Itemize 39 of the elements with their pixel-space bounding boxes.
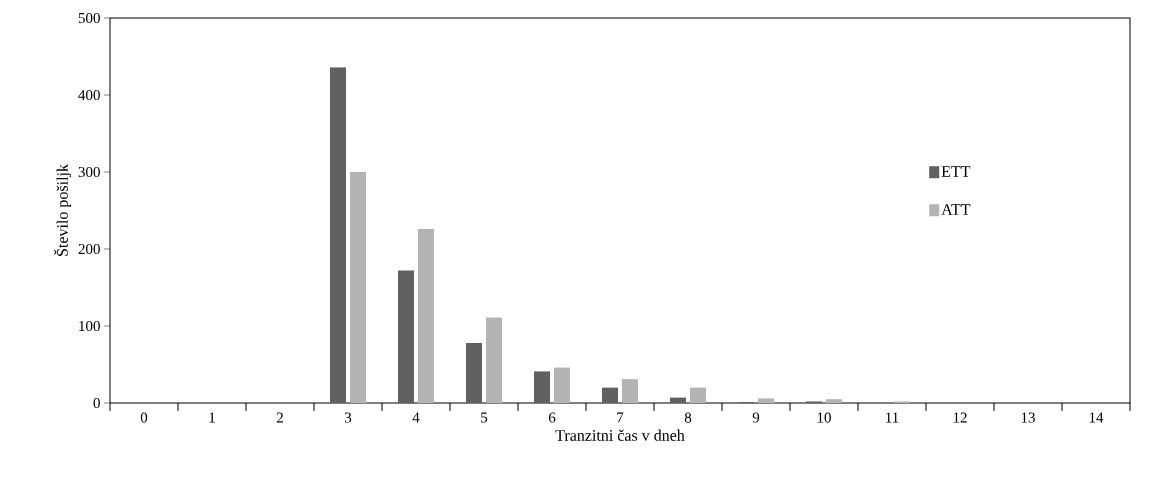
y-tick-label: 500 xyxy=(78,12,100,24)
y-tick-label: 200 xyxy=(78,243,100,255)
bar xyxy=(486,317,502,403)
x-tick-label: 3 xyxy=(344,412,352,423)
x-tick-label: 8 xyxy=(684,412,692,423)
y-tick-label: 400 xyxy=(78,89,100,101)
bar xyxy=(826,399,842,403)
x-tick-label: 11 xyxy=(886,412,899,423)
x-tick-label: 10 xyxy=(817,412,831,423)
bar xyxy=(350,172,367,403)
bar xyxy=(690,387,706,403)
x-tick-label: 4 xyxy=(412,412,420,423)
y-tick-label: 100 xyxy=(79,320,100,332)
y-tick-label: 0 xyxy=(93,397,100,409)
bar xyxy=(466,342,482,403)
x-tick-label: 0 xyxy=(140,412,148,423)
x-tick-label: 2 xyxy=(276,412,283,423)
x-tick-label: 14 xyxy=(1089,412,1104,423)
legend-label: ETT xyxy=(941,166,971,177)
bar xyxy=(670,397,686,403)
bar xyxy=(758,398,774,403)
bar xyxy=(602,387,618,403)
bar xyxy=(534,371,550,403)
bar xyxy=(418,228,435,403)
bar xyxy=(622,379,638,403)
bar xyxy=(398,270,415,403)
x-tick-label: 13 xyxy=(1021,412,1035,423)
y-axis-title: Število pošiljk xyxy=(53,164,72,256)
bar xyxy=(554,367,570,403)
x-tick-label: 7 xyxy=(617,412,624,423)
x-tick-label: 6 xyxy=(548,412,556,423)
bar xyxy=(330,67,347,403)
x-tick-label: 1 xyxy=(209,412,215,423)
legend-label: ATT xyxy=(941,204,971,215)
x-tick-label: 5 xyxy=(481,412,488,423)
x-tick-label: 9 xyxy=(752,412,760,423)
x-axis-title: Tranzitni čas v dneh xyxy=(555,429,685,441)
y-tick-label: 300 xyxy=(78,166,100,178)
x-tick-label: 12 xyxy=(953,412,967,423)
